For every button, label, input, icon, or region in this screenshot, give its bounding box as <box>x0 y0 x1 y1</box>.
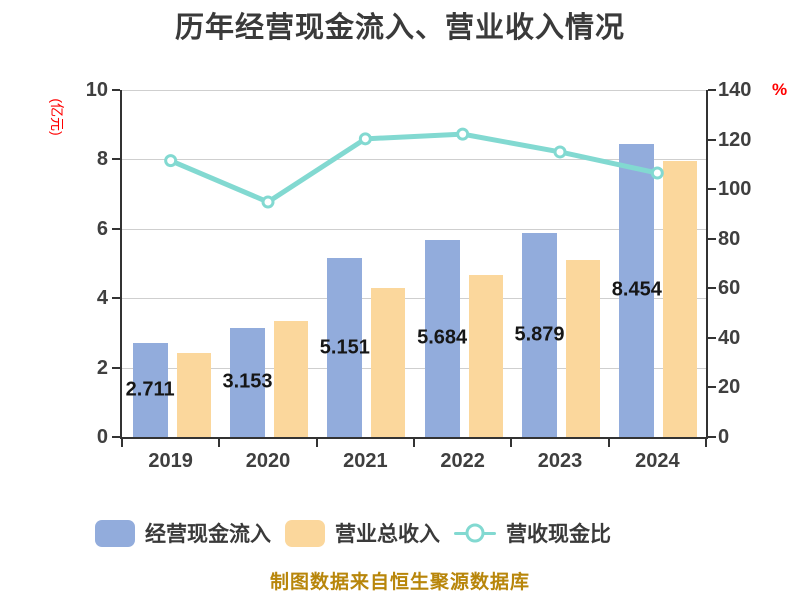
left-axis-tick-label: 10 <box>85 79 108 101</box>
right-axis-tick-label: 140 <box>718 79 752 101</box>
x-axis-label: 2019 <box>148 450 193 472</box>
x-axis-tick <box>218 439 221 447</box>
right-axis-tick-label: 120 <box>718 128 752 151</box>
left-axis-tick <box>112 158 120 161</box>
x-axis-tick <box>705 439 707 447</box>
left-axis-tick <box>112 436 120 438</box>
x-axis-label: 2024 <box>635 450 680 472</box>
x-axis-tick <box>607 439 610 447</box>
bar-data-label: 5.684 <box>417 326 468 349</box>
left-axis-tick-label: 4 <box>96 287 108 310</box>
gridline <box>122 367 706 369</box>
x-axis-tick <box>413 439 415 447</box>
left-axis-tick <box>112 297 120 300</box>
legend-label-cash-inflow: 经营现金流入 <box>145 523 271 546</box>
left-axis-unit-label: (亿元) <box>49 98 65 136</box>
x-axis-label: 2020 <box>245 450 291 472</box>
bar-revenue <box>468 275 503 437</box>
right-axis-tick-label: 80 <box>718 227 741 250</box>
bar-cash-inflow <box>424 239 460 437</box>
data-labels-layer: 2.711 3.153 5.151 5.684 5.879 8.454 <box>122 90 706 437</box>
bar-data-label: 5.151 <box>319 336 370 359</box>
left-axis-tick-label: 2 <box>96 356 108 379</box>
cash-inflow-swatch-icon <box>95 519 135 547</box>
revenue-swatch-icon <box>285 519 325 547</box>
right-axis-tick <box>708 436 716 438</box>
source-note: 制图数据来自恒生聚源数据库 <box>269 572 530 593</box>
gridline <box>122 228 706 230</box>
bar-revenue <box>371 288 406 437</box>
legend-item-cash-inflow: 经营现金流入 <box>95 518 271 548</box>
bar-data-label: 3.153 <box>222 370 273 393</box>
right-axis-tick <box>708 188 716 191</box>
bar-revenue <box>176 352 211 437</box>
x-axis-label: 2021 <box>343 450 388 472</box>
bar-data-label: 2.711 <box>125 378 175 401</box>
legend-item-ratio: 营收现金比 <box>454 518 611 548</box>
right-axis-tick <box>708 386 716 389</box>
right-axis-tick <box>708 336 716 339</box>
x-axis-tick <box>121 439 123 447</box>
bar-cash-inflow <box>327 258 363 437</box>
legend-label-ratio: 营收现金比 <box>506 523 611 546</box>
right-axis-tick-label: 0 <box>718 426 730 448</box>
right-axis-tick <box>708 287 716 290</box>
gridline <box>122 90 706 91</box>
right-axis-tick-label: 60 <box>718 277 741 300</box>
left-axis-tick-label: 8 <box>96 148 108 171</box>
bar-data-label: 8.454 <box>611 278 662 301</box>
right-axis-tick <box>708 237 716 240</box>
left-axis-tick-label: 0 <box>96 426 108 448</box>
gridline <box>122 298 706 300</box>
legend-item-revenue: 营业总收入 <box>285 518 440 548</box>
legend-label-revenue: 营业总收入 <box>335 523 440 546</box>
x-axis-label: 2022 <box>440 450 485 472</box>
left-axis-tick-label: 6 <box>96 217 108 240</box>
ratio-line-marker-icon <box>454 520 496 547</box>
bar-cash-inflow <box>522 233 557 437</box>
right-axis-tick-label: 20 <box>718 376 741 399</box>
x-axis-label: 2023 <box>537 450 583 472</box>
ratio-line-dot-icon <box>465 523 485 543</box>
plot-area: 0 2 4 6 8 10 0 20 40 60 80 100 120 140 2019 2020 2021 202… <box>86 80 752 472</box>
bar-cash-inflow <box>230 327 265 437</box>
left-axis-tick <box>112 366 120 369</box>
grid-layer: 0 2 4 6 8 10 0 20 40 60 80 100 120 140 2019 2020 2021 202… <box>86 80 752 472</box>
x-axis-tick <box>510 439 513 447</box>
bar-revenue <box>566 259 600 437</box>
right-axis-tick-label: 40 <box>718 326 741 349</box>
chart-title: 历年经营现金流入、营业收入情况 <box>174 12 625 44</box>
bar-revenue <box>274 321 308 437</box>
left-axis-tick <box>112 89 120 91</box>
right-axis-unit-label: % <box>772 80 788 99</box>
left-axis-tick <box>112 227 120 230</box>
legend: 经营现金流入 营业总收入 营收现金比 <box>95 518 611 548</box>
right-axis-tick-label: 100 <box>718 178 752 201</box>
x-axis-tick <box>315 439 318 447</box>
right-axis-tick <box>708 89 716 91</box>
right-axis-tick <box>708 138 716 141</box>
bar-cash-inflow <box>132 342 168 437</box>
bar-data-label: 5.879 <box>514 323 565 346</box>
bar-revenue <box>663 161 698 437</box>
